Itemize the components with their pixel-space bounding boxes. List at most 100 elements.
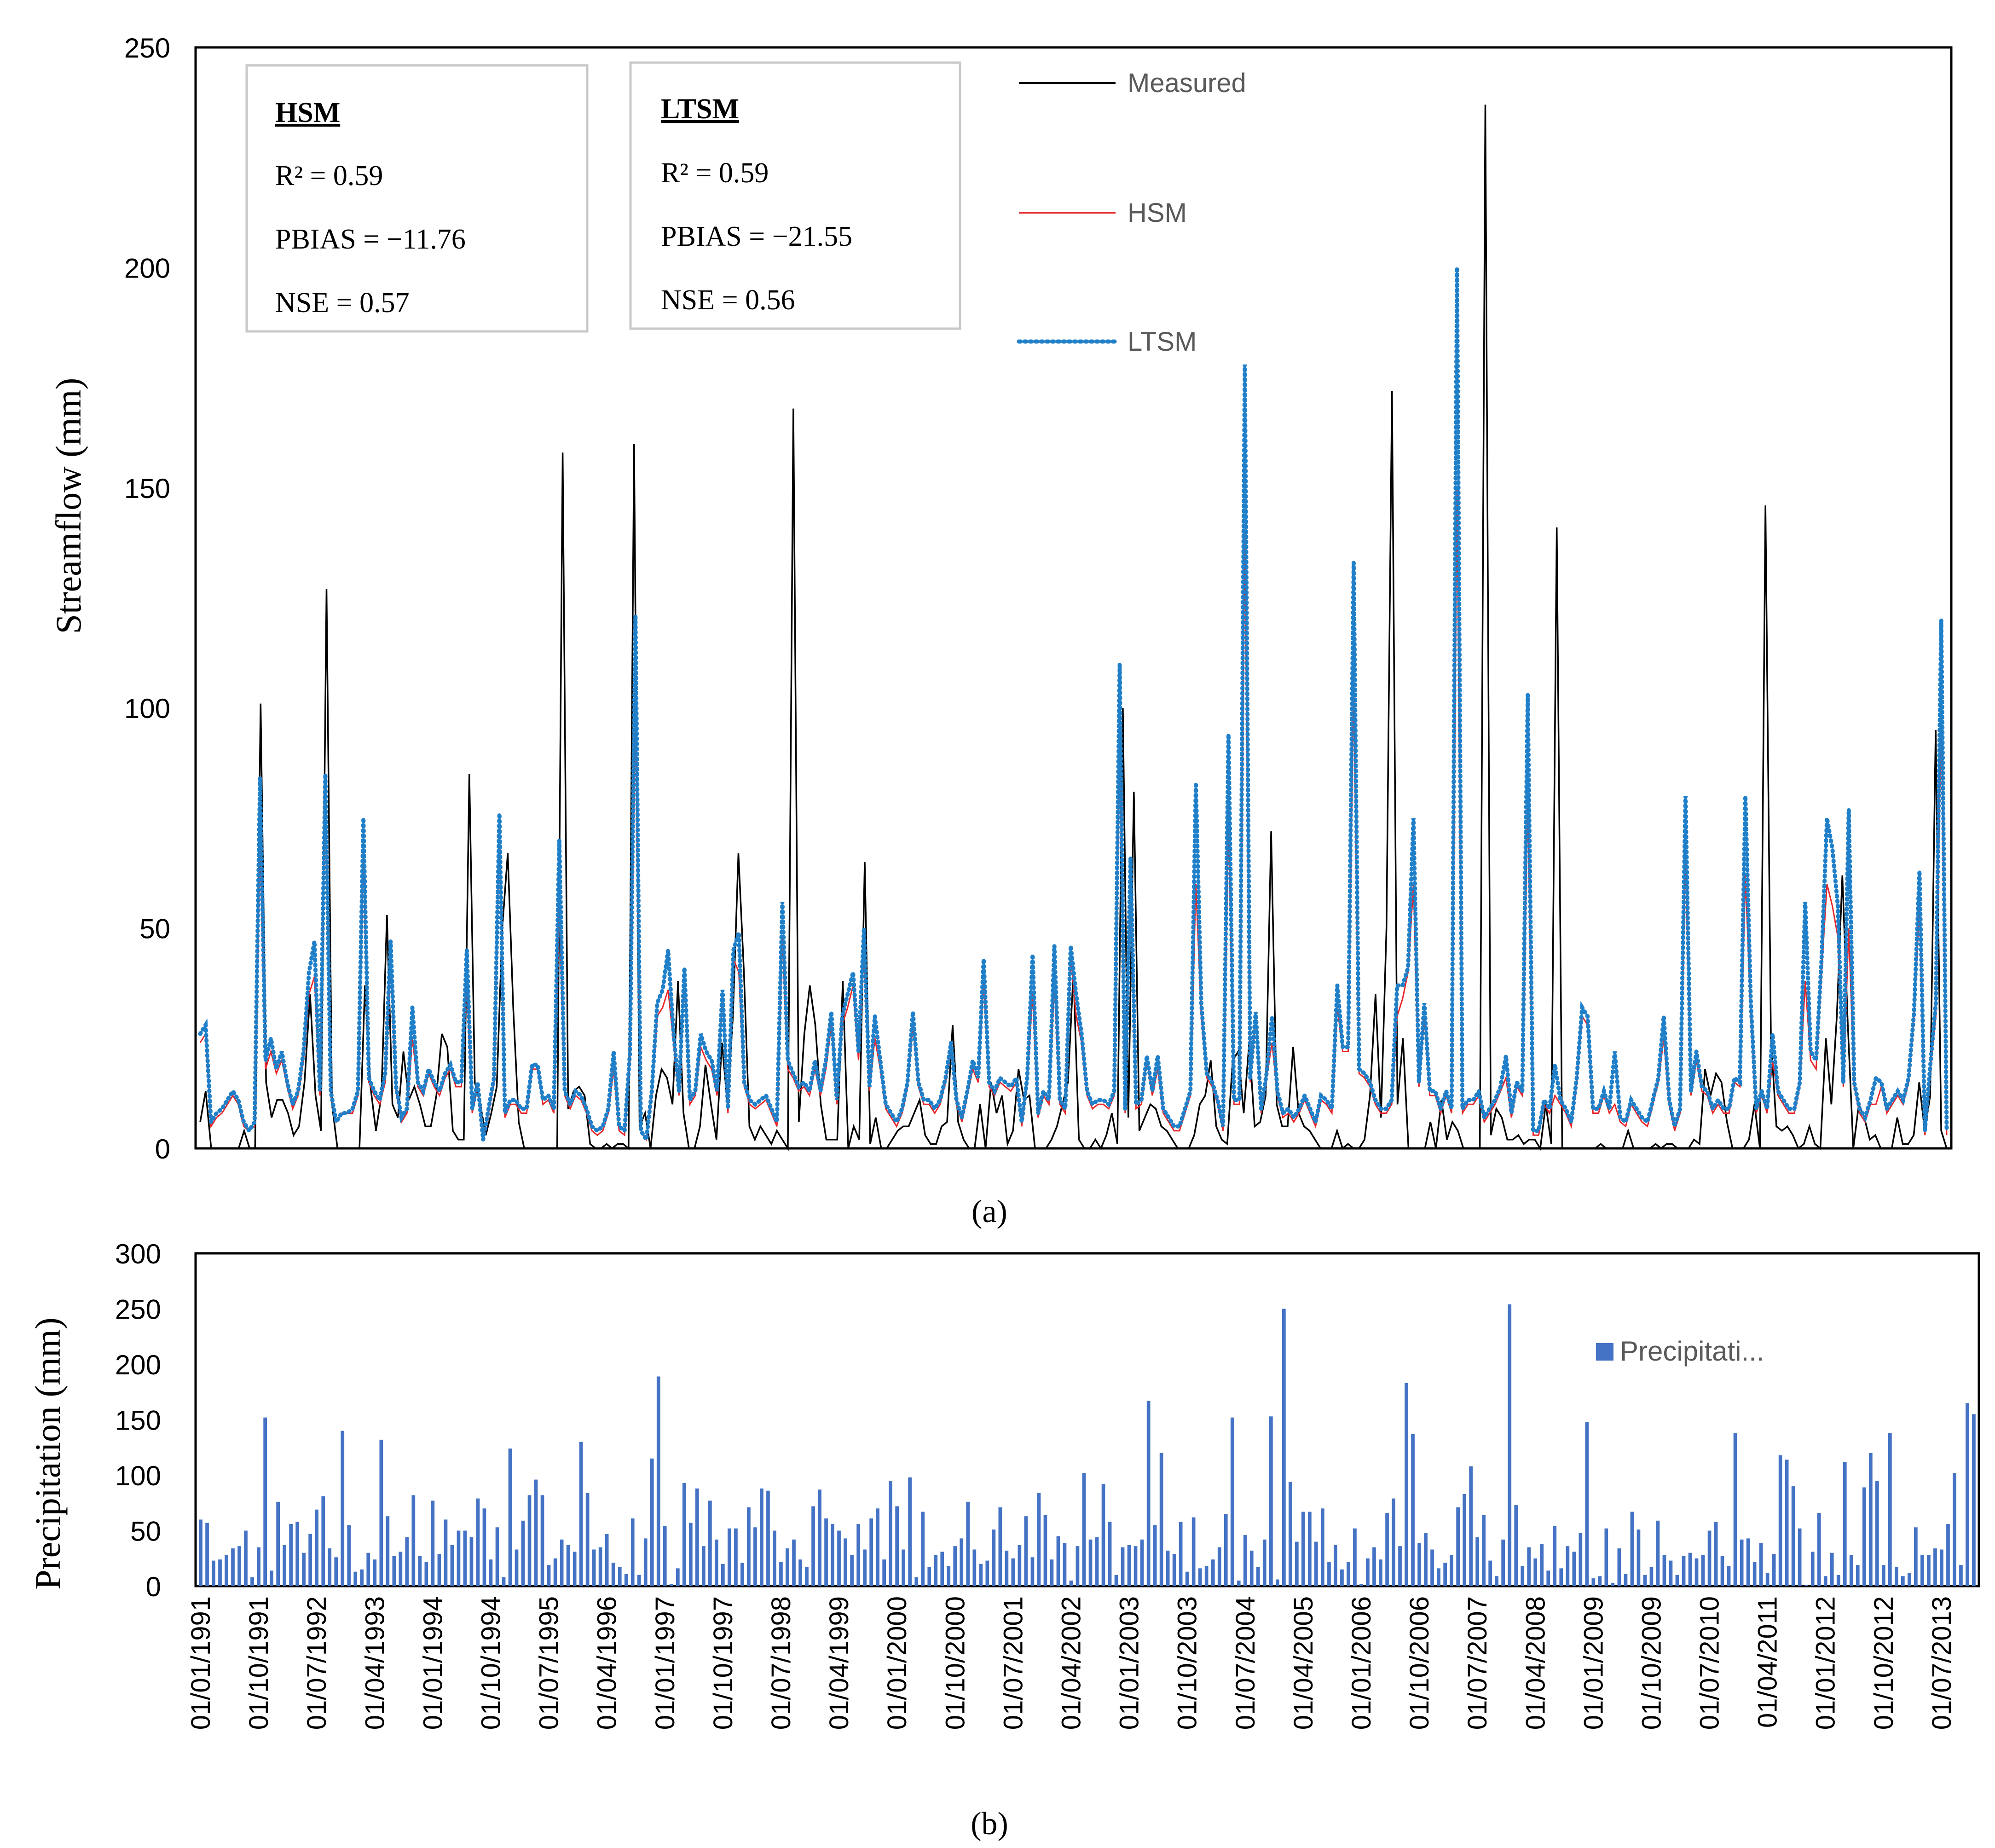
precipitation-bar <box>508 1448 512 1586</box>
precipitation-bar <box>1843 1462 1847 1586</box>
precipitation-bar <box>1127 1545 1131 1586</box>
precipitation-bar <box>1443 1563 1447 1586</box>
precipitation-bar <box>1643 1575 1647 1586</box>
precipitation-bar <box>1172 1554 1176 1586</box>
precipitation-bar <box>1649 1567 1654 1586</box>
precipitation-bar <box>1914 1527 1918 1586</box>
precipitation-bar <box>914 1577 919 1586</box>
precipitation-bar <box>1050 1559 1054 1586</box>
precipitation-bar <box>1475 1537 1479 1586</box>
precipitation-bar <box>1217 1547 1221 1586</box>
precipitation-bar <box>1011 1558 1015 1587</box>
precipitation-bar <box>1630 1512 1634 1586</box>
precipitation-bar <box>1030 1557 1035 1586</box>
precipitation-bar <box>1927 1555 1931 1586</box>
precipitation-bar <box>1694 1558 1699 1587</box>
precipitation-bar <box>1198 1568 1202 1586</box>
precipitation-y-tick-label: 100 <box>115 1460 161 1491</box>
precipitation-bar <box>669 1584 673 1586</box>
precipitation-bar <box>515 1549 519 1586</box>
precipitation-bar <box>1405 1383 1408 1586</box>
precipitation-bar <box>1733 1433 1737 1586</box>
precipitation-bar <box>283 1545 286 1586</box>
precipitation-bar <box>341 1431 345 1586</box>
precipitation-bar <box>1185 1571 1189 1586</box>
precipitation-bar <box>295 1522 299 1586</box>
precipitation-bar <box>637 1575 641 1586</box>
precipitation-bar <box>1043 1515 1047 1586</box>
legend-precipitation-label: Precipitati... <box>1620 1336 1764 1367</box>
precipitation-y-tick-label: 200 <box>115 1350 161 1380</box>
streamflow-y-tick-label: 200 <box>124 253 170 284</box>
stats-box-hsm-pbias: PBIAS = −11.76 <box>275 224 466 255</box>
precipitation-bar <box>998 1507 1002 1586</box>
precipitation-x-tick-label: 01/04/1996 <box>592 1596 622 1730</box>
precipitation-bar <box>199 1519 202 1586</box>
precipitation-x-tick-label: 01/01/1997 <box>650 1596 680 1730</box>
precipitation-bar <box>1752 1562 1757 1586</box>
precipitation-bar <box>1262 1539 1266 1586</box>
precipitation-bar <box>1101 1484 1105 1586</box>
precipitation-x-tick-label: 01/10/2003 <box>1173 1596 1203 1730</box>
precipitation-bar <box>1862 1487 1866 1586</box>
precipitation-bar <box>392 1556 396 1586</box>
precipitation-bar <box>1830 1553 1834 1586</box>
precipitation-bar <box>908 1477 912 1586</box>
precipitation-bar <box>1598 1576 1602 1586</box>
precipitation-bar <box>1269 1416 1273 1586</box>
precipitation-bar <box>773 1530 776 1586</box>
precipitation-bar <box>534 1479 538 1586</box>
precipitation-bar <box>1417 1543 1421 1586</box>
precipitation-bar <box>1901 1576 1905 1586</box>
precipitation-bar <box>1282 1309 1286 1586</box>
precipitation-bar <box>1347 1562 1350 1586</box>
precipitation-bar <box>469 1537 474 1586</box>
precipitation-bar <box>1372 1547 1376 1586</box>
precipitation-x-tick-label: 01/07/2013 <box>1927 1596 1957 1730</box>
precipitation-bar <box>1005 1550 1009 1586</box>
precipitation-bar <box>902 1549 905 1586</box>
precipitation-bar <box>895 1506 899 1586</box>
precipitation-bar <box>747 1507 751 1586</box>
precipitation-bar <box>476 1498 480 1586</box>
precipitation-bar <box>444 1519 448 1586</box>
precipitation-bar <box>360 1569 364 1586</box>
precipitation-bar <box>1114 1575 1118 1586</box>
precipitation-x-tick-label: 01/07/1995 <box>534 1596 564 1730</box>
precipitation-bar <box>457 1530 461 1586</box>
precipitation-bar <box>1959 1565 1963 1586</box>
precipitation-bar <box>940 1552 944 1586</box>
precipitation-x-tick-label: 01/01/2009 <box>1579 1596 1608 1730</box>
precipitation-x-tick-label: 01/10/2006 <box>1405 1596 1434 1730</box>
precipitation-bar <box>715 1539 718 1586</box>
stats-box-ltsm-nse: NSE = 0.56 <box>661 284 795 316</box>
precipitation-bar <box>579 1442 583 1586</box>
precipitation-bar <box>1566 1546 1570 1586</box>
precipitation-bar <box>328 1548 332 1586</box>
precipitation-bar <box>1456 1507 1460 1586</box>
precipitation-bar <box>250 1577 254 1586</box>
precipitation-bar <box>1366 1558 1370 1587</box>
precipitation-y-tick-label: 300 <box>115 1239 161 1269</box>
precipitation-bar <box>1289 1482 1292 1586</box>
precipitation-x-tick-label: 01/01/2012 <box>1811 1596 1841 1730</box>
precipitation-bar <box>682 1483 686 1586</box>
precipitation-x-tick-label: 01/01/2003 <box>1115 1596 1145 1730</box>
precipitation-y-axis-label: Precipitation (mm) <box>28 1317 68 1589</box>
precipitation-bar <box>399 1552 403 1586</box>
precipitation-bar <box>753 1527 757 1586</box>
precipitation-bar <box>721 1564 725 1586</box>
precipitation-bar <box>1424 1533 1428 1586</box>
precipitation-x-tick-label: 01/04/2005 <box>1289 1596 1318 1730</box>
precipitation-x-tick-label: 01/07/2004 <box>1231 1596 1261 1730</box>
precipitation-bar <box>1527 1547 1531 1586</box>
precipitation-bar <box>379 1439 383 1586</box>
precipitation-bar <box>315 1509 318 1586</box>
precipitation-x-tick-label: 01/04/2002 <box>1057 1596 1087 1730</box>
streamflow-y-axis: 0 50 100 150 200 250 <box>124 33 170 1164</box>
precipitation-bar <box>424 1562 428 1586</box>
precipitation-bar <box>521 1520 525 1586</box>
precipitation-bar <box>1037 1493 1041 1586</box>
precipitation-bar <box>1553 1526 1557 1586</box>
precipitation-bar <box>373 1559 377 1586</box>
